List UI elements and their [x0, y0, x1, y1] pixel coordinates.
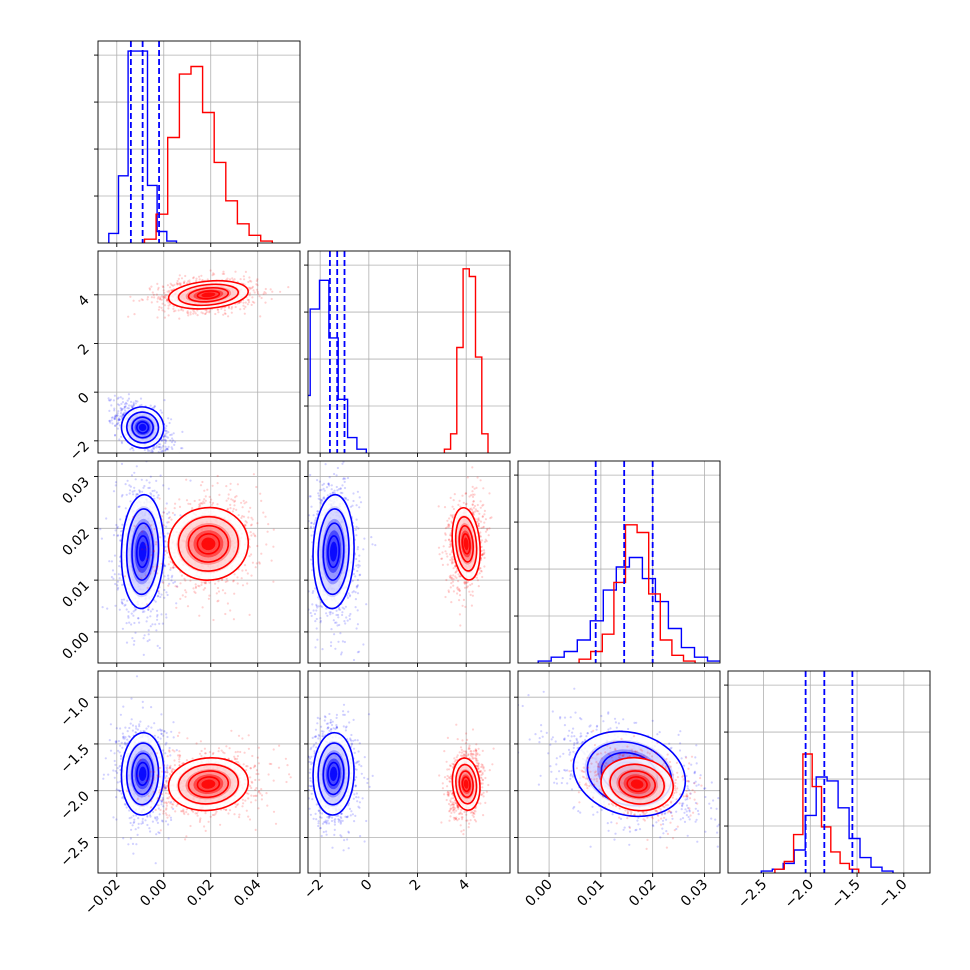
histogram-red [143, 65, 273, 243]
y-tick-label: 0.00 [59, 629, 92, 662]
y-tick-label: −1.0 [57, 695, 92, 730]
panel-frame [307, 670, 511, 874]
x-tick-label: −0.02 [82, 877, 124, 919]
x-tick-label: −1.0 [875, 877, 910, 912]
density-contours [312, 493, 355, 610]
density-contours [120, 731, 165, 816]
y-tick-label: 0.01 [59, 578, 92, 611]
histogram-blue [108, 50, 178, 243]
density-contours [167, 506, 250, 581]
panel-2-1 [304, 460, 511, 667]
x-tick-label: −1.5 [829, 877, 864, 912]
density-contours [312, 731, 355, 816]
y-tick-label: 0 [75, 390, 93, 408]
x-tick-label: 0.00 [523, 877, 556, 910]
y-tick-label: 2 [75, 341, 93, 359]
y-tick-label: −2 [67, 438, 93, 464]
x-tick-label: 0.02 [626, 877, 659, 910]
x-tick-label: −2.5 [735, 877, 770, 912]
panel-0-0 [94, 40, 301, 247]
panel-3-1: −2 0 2 4 [301, 670, 511, 903]
gridlines [518, 461, 720, 663]
x-tick-label: −2 [301, 877, 327, 903]
density-contours [600, 756, 674, 812]
y-tick-label: 0.02 [59, 526, 92, 559]
y-tick-label: −2.5 [57, 835, 92, 870]
panel-frame [97, 670, 301, 874]
panel-frame [727, 670, 931, 874]
density-contours [167, 757, 250, 812]
density-contours [451, 757, 481, 812]
panel-3-0: −0.02 0.00 0.02 0.04 −2.5 −2.0 −1.5 −1.0 [57, 670, 301, 919]
y-tick-label: 0.03 [59, 474, 92, 507]
panel-1-0: −2 0 2 4 [67, 250, 301, 464]
histogram-red [774, 753, 860, 873]
y-tick-label: −2.0 [57, 788, 92, 823]
panel-frame [97, 40, 301, 244]
panel-frame [517, 460, 721, 664]
density-contours [167, 279, 249, 310]
density-contours [120, 406, 165, 449]
histogram-blue [537, 556, 720, 663]
x-tick-label: 0 [358, 877, 376, 895]
x-tick-label: 0.04 [231, 876, 264, 909]
gridlines [308, 671, 510, 873]
panel-frame [97, 460, 301, 664]
y-tick-label: 4 [75, 292, 93, 310]
y-tick-label: −1.5 [57, 741, 92, 776]
panel-frame [97, 250, 301, 454]
histogram-blue [308, 279, 367, 453]
x-tick-label: 2 [407, 877, 425, 895]
density-contours [451, 506, 481, 581]
panel-frame [307, 250, 511, 454]
panel-frame [517, 670, 721, 874]
panel-1-1 [304, 250, 511, 457]
panel-2-2 [514, 460, 721, 667]
x-tick-label: 0.00 [137, 877, 170, 910]
x-tick-label: 0.02 [184, 877, 217, 910]
x-tick-label: −2.0 [782, 877, 817, 912]
histogram-red [443, 268, 489, 453]
panel-3-3: −2.5 −2.0 −1.5 −1.0 [724, 670, 931, 912]
panel-3-2: 0.00 0.01 0.02 0.03 [514, 670, 721, 910]
x-tick-label: 4 [455, 876, 473, 894]
gridlines [728, 671, 930, 873]
gridlines [308, 251, 510, 453]
panel-frame [307, 460, 511, 664]
x-tick-label: 0.03 [678, 877, 711, 910]
panel-2-0: 0.00 0.01 0.02 0.03 [59, 460, 301, 667]
histogram-blue [760, 776, 894, 873]
x-tick-label: 0.01 [574, 877, 607, 910]
density-contours [120, 493, 165, 610]
